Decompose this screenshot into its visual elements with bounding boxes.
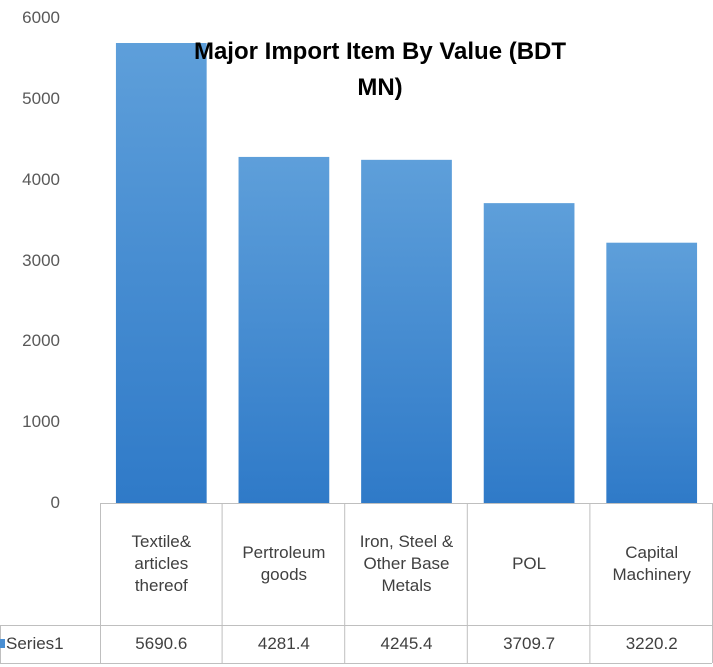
value-cell: 3220.2 — [625, 634, 678, 653]
category-label: Textile& articles thereof — [131, 532, 192, 595]
y-tick-label: 5000 — [22, 88, 60, 108]
bar — [115, 43, 207, 504]
category-label: POL — [512, 554, 547, 573]
y-tick-label: 1000 — [22, 412, 60, 432]
legend-label: Series1 — [6, 634, 64, 653]
bar — [361, 159, 452, 503]
y-tick-label: 6000 — [22, 8, 60, 27]
category-label: Pertroleum goods — [242, 543, 326, 584]
legend-key — [0, 639, 5, 648]
bar — [606, 242, 698, 503]
bar — [238, 156, 330, 503]
y-tick-label: 4000 — [22, 169, 60, 189]
y-tick-label: 2000 — [22, 331, 60, 351]
value-cell: 5690.6 — [135, 634, 188, 653]
chart-title: Major Import Item By Value (BDT MN) — [193, 38, 567, 101]
bar — [483, 203, 575, 504]
value-cell: 3709.7 — [503, 634, 556, 653]
y-tick-label: 0 — [50, 493, 60, 512]
category-label: Iron, Steel & Other Base Metals — [359, 532, 454, 595]
category-label: Capital Machinery — [612, 543, 691, 584]
value-cell: 4281.4 — [257, 634, 310, 653]
y-tick-label: 3000 — [22, 250, 60, 270]
value-cell: 4245.4 — [380, 634, 433, 653]
